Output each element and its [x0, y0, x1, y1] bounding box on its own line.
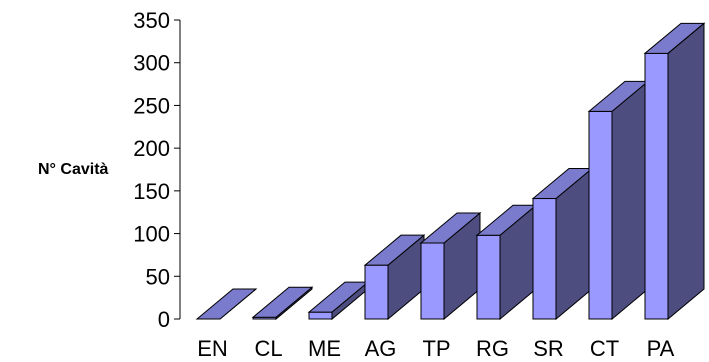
x-tick-label: TP [422, 336, 450, 361]
bar-ag [364, 264, 389, 320]
bar-top-ag [363, 234, 426, 266]
bar-side-pa [667, 22, 705, 321]
bar-pa [644, 52, 669, 320]
y-tick-label: 50 [146, 264, 170, 289]
x-tick-label: ME [308, 336, 341, 361]
x-tick-label: EN [197, 336, 228, 361]
x-tick-label: AG [365, 336, 397, 361]
bar-rg [476, 234, 501, 320]
x-tick-label: SR [533, 336, 564, 361]
bar-top-cl [251, 286, 314, 318]
bar-tp [420, 242, 445, 320]
y-tick-label: 150 [133, 179, 170, 204]
x-tick-label: PA [647, 336, 675, 361]
y-tick-label: 100 [133, 222, 170, 247]
x-tick-label: RG [476, 336, 509, 361]
bar-side-ct [611, 80, 649, 321]
y-tick-label: 0 [158, 307, 170, 332]
bar-sr [532, 198, 557, 320]
y-tick-label: 350 [133, 8, 170, 33]
bar-top-tp [419, 212, 482, 244]
y-axis-label: N° Cavità [38, 161, 109, 178]
y-tick-label: 250 [133, 93, 170, 118]
x-tick-label: CT [590, 336, 619, 361]
bar-top-en [195, 288, 258, 320]
bar-ct [588, 110, 613, 320]
x-tick-label: CL [254, 336, 282, 361]
y-tick-label: 300 [133, 51, 170, 76]
bar-me [308, 311, 333, 320]
y-tick-label: 200 [133, 136, 170, 161]
bar-top-pa [643, 22, 706, 54]
